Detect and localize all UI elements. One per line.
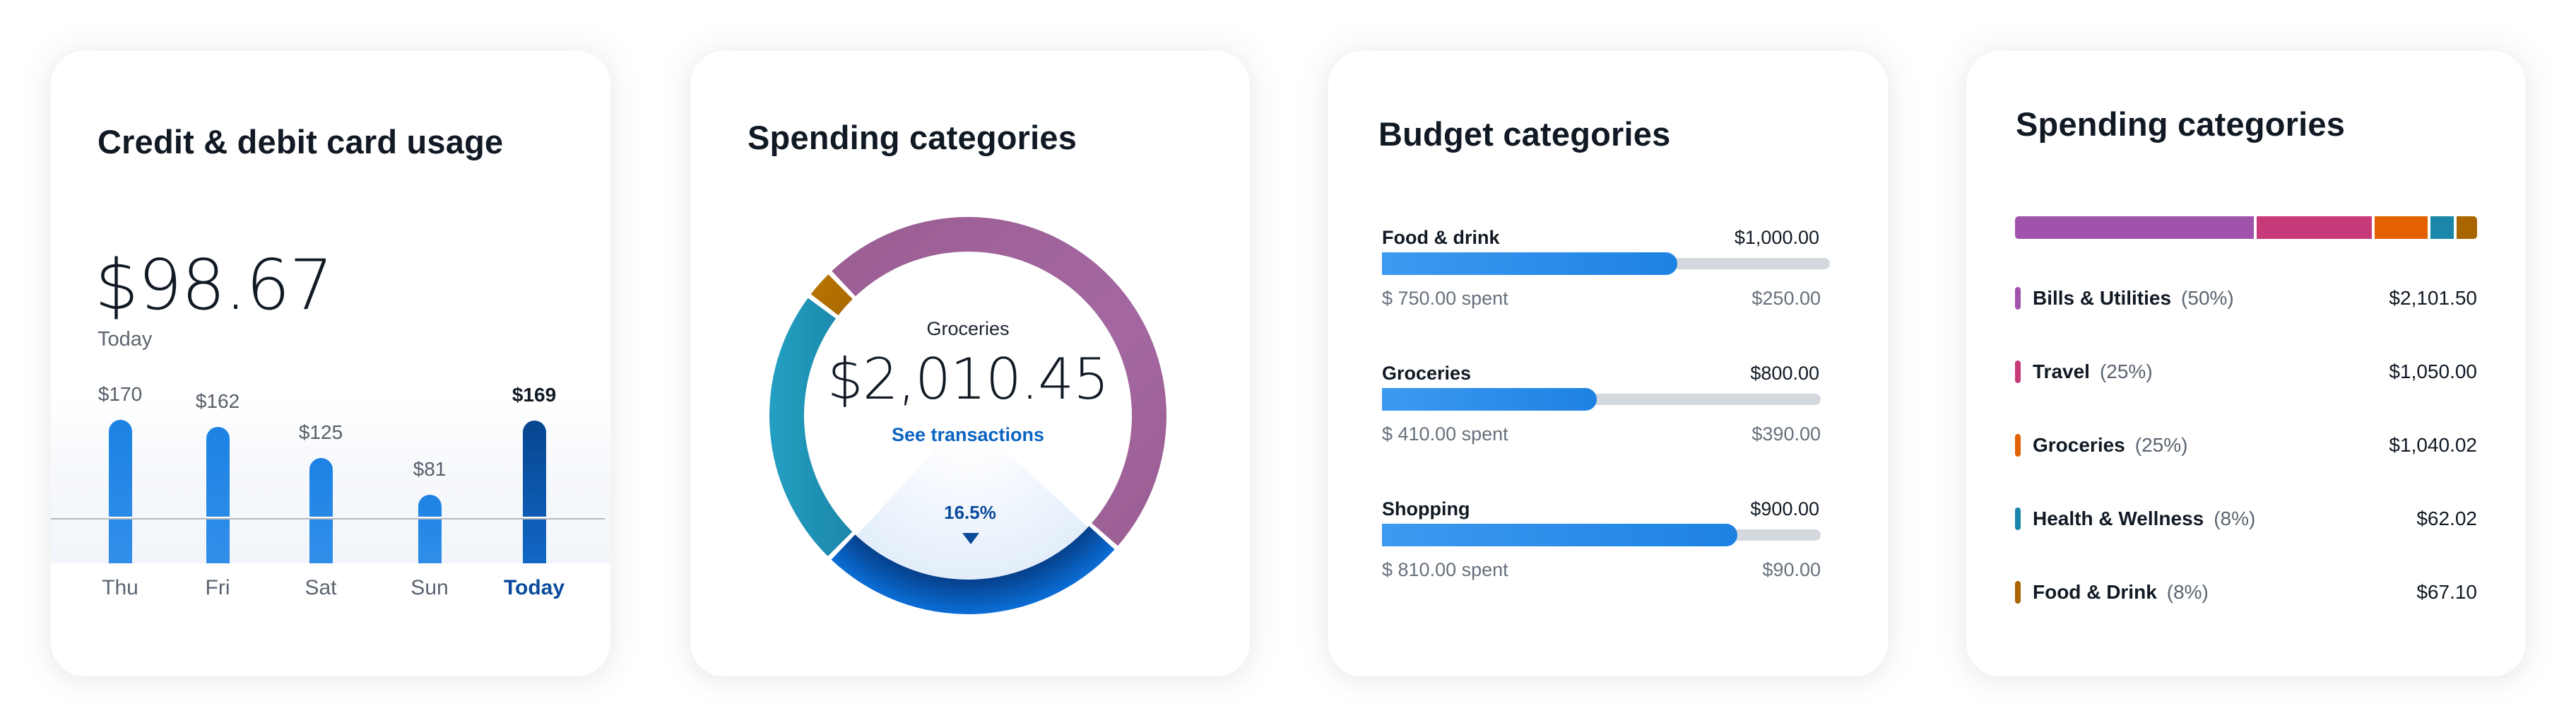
category-color-marker [2015, 360, 2021, 383]
category-name: Groceries (25%) [2033, 434, 2187, 457]
stack-segment[interactable] [2457, 216, 2477, 239]
category-name: Travel (25%) [2033, 360, 2153, 383]
bar-value-label: $125 [298, 421, 343, 443]
bar-value-label: $81 [413, 458, 447, 480]
stack-segment[interactable] [2430, 216, 2454, 239]
selected-category: Groceries [926, 318, 1010, 339]
bar-notch [309, 517, 333, 518]
category-label: Bills & Utilities [2033, 287, 2172, 309]
bar-notch [109, 517, 132, 518]
card-title: Credit & debit card usage [98, 123, 504, 160]
category-label: Health & Wellness [2033, 507, 2204, 529]
donut-chart [769, 217, 1166, 615]
donut-segment-food[interactable] [810, 274, 853, 316]
budget-row[interactable]: Groceries $800.00 $ 410.00 spent $390.00 [1382, 363, 1830, 445]
bar-fri[interactable] [206, 427, 230, 563]
category-amount: $67.10 [2416, 581, 2477, 603]
card-spending-donut: Spending categories [690, 51, 1250, 676]
stack-segment[interactable] [2375, 216, 2428, 239]
stack-segment[interactable] [2015, 216, 2254, 239]
bar-notch [418, 517, 442, 518]
progress-fill [1382, 252, 1677, 275]
card-title: Spending categories [2016, 105, 2346, 143]
card-title: Budget categories [1378, 115, 1671, 153]
selected-wedge-highlight [856, 416, 1089, 580]
bar-notch [523, 517, 546, 518]
budget-category-name: Groceries [1382, 363, 1472, 384]
category-label: Food & Drink [2033, 581, 2157, 603]
budget-remaining: $390.00 [1751, 423, 1821, 445]
category-color-marker [2015, 581, 2021, 604]
bar-thu[interactable] [109, 420, 132, 563]
bar-today[interactable] [523, 421, 546, 563]
caret-down-icon [962, 533, 979, 544]
budget-spent: $ 750.00 spent [1382, 288, 1508, 309]
category-label: Travel [2033, 360, 2090, 382]
budget-remaining: $250.00 [1751, 288, 1821, 309]
card-spending-breakdown: Spending categories Bills & Utilities (50… [1966, 51, 2526, 676]
bar-value-label: $169 [512, 384, 557, 406]
bar-sat[interactable] [309, 458, 333, 563]
category-color-marker [2015, 287, 2021, 310]
card-budget: Budget categories Food & drink $1,000.00 $… [1328, 51, 1888, 676]
category-color-marker [2015, 434, 2021, 457]
category-percent: (50%) [2181, 287, 2234, 309]
progress-fill [1382, 388, 1597, 411]
budget-spent: $ 810.00 spent [1382, 559, 1508, 580]
category-row[interactable]: Health & Wellness (8%) $62.02 [2015, 505, 2477, 533]
budget-total: $1,000.00 [1734, 227, 1819, 248]
category-row[interactable]: Food & Drink (8%) $67.10 [2015, 578, 2477, 606]
day-label: Today [503, 576, 565, 599]
donut-segment-groceries[interactable] [831, 526, 1115, 615]
donut-segment-health[interactable] [769, 298, 853, 557]
stack-segment[interactable] [2257, 216, 2372, 239]
budget-category-name: Food & drink [1382, 227, 1500, 248]
day-label[interactable]: Sat [305, 576, 337, 599]
day-label[interactable]: Sun [410, 576, 449, 599]
category-amount: $2,101.50 [2389, 287, 2477, 309]
budget-total: $800.00 [1750, 363, 1819, 384]
category-color-marker [2015, 507, 2021, 530]
category-percent: (8%) [2214, 507, 2256, 529]
category-name: Bills & Utilities (50%) [2033, 287, 2234, 310]
stacked-bar [2015, 216, 2477, 239]
today-caption: Today [98, 328, 153, 351]
category-label: Groceries [2033, 434, 2125, 456]
bar-sun[interactable] [418, 495, 442, 563]
average-line [51, 518, 605, 519]
category-name: Health & Wellness (8%) [2033, 507, 2255, 530]
category-row[interactable]: Travel (25%) $1,050.00 [2015, 358, 2477, 386]
category-amount: $62.02 [2416, 507, 2477, 529]
budget-total: $900.00 [1750, 498, 1819, 519]
day-label[interactable]: Thu [102, 576, 138, 599]
donut-segment-bills[interactable] [832, 217, 1166, 546]
change-percent: 16.5% [944, 502, 996, 523]
day-label[interactable]: Fri [205, 576, 230, 599]
category-amount: $1,040.02 [2389, 434, 2477, 456]
bar-value-label: $170 [98, 383, 143, 405]
progress-fill [1382, 524, 1737, 546]
category-row[interactable]: Groceries (25%) $1,040.02 [2015, 431, 2477, 459]
bar-value-label: $162 [195, 390, 240, 412]
card-title: Spending categories [748, 119, 1077, 156]
category-percent: (8%) [2166, 581, 2209, 603]
category-percent: (25%) [2099, 360, 2153, 382]
today-amount: $98.67 [95, 245, 333, 326]
bar-notch [206, 517, 230, 518]
card-usage: Credit & debit card usage $98.67 Today $… [51, 51, 610, 676]
budget-row[interactable]: Shopping $900.00 $ 810.00 spent $90.00 [1382, 498, 1830, 580]
budget-category-name: Shopping [1382, 498, 1470, 519]
budget-spent: $ 410.00 spent [1382, 423, 1508, 445]
category-name: Food & Drink (8%) [2033, 581, 2209, 604]
selected-amount: $2,010.45 [827, 346, 1109, 412]
see-transactions-link[interactable]: See transactions [891, 424, 1045, 445]
category-amount: $1,050.00 [2389, 360, 2477, 382]
budget-row[interactable]: Food & drink $1,000.00 $ 750.00 spent $250.… [1382, 227, 1830, 309]
category-row[interactable]: Bills & Utilities (50%) $2,101.50 [2015, 284, 2477, 312]
budget-remaining: $90.00 [1762, 559, 1821, 580]
category-percent: (25%) [2134, 434, 2188, 456]
